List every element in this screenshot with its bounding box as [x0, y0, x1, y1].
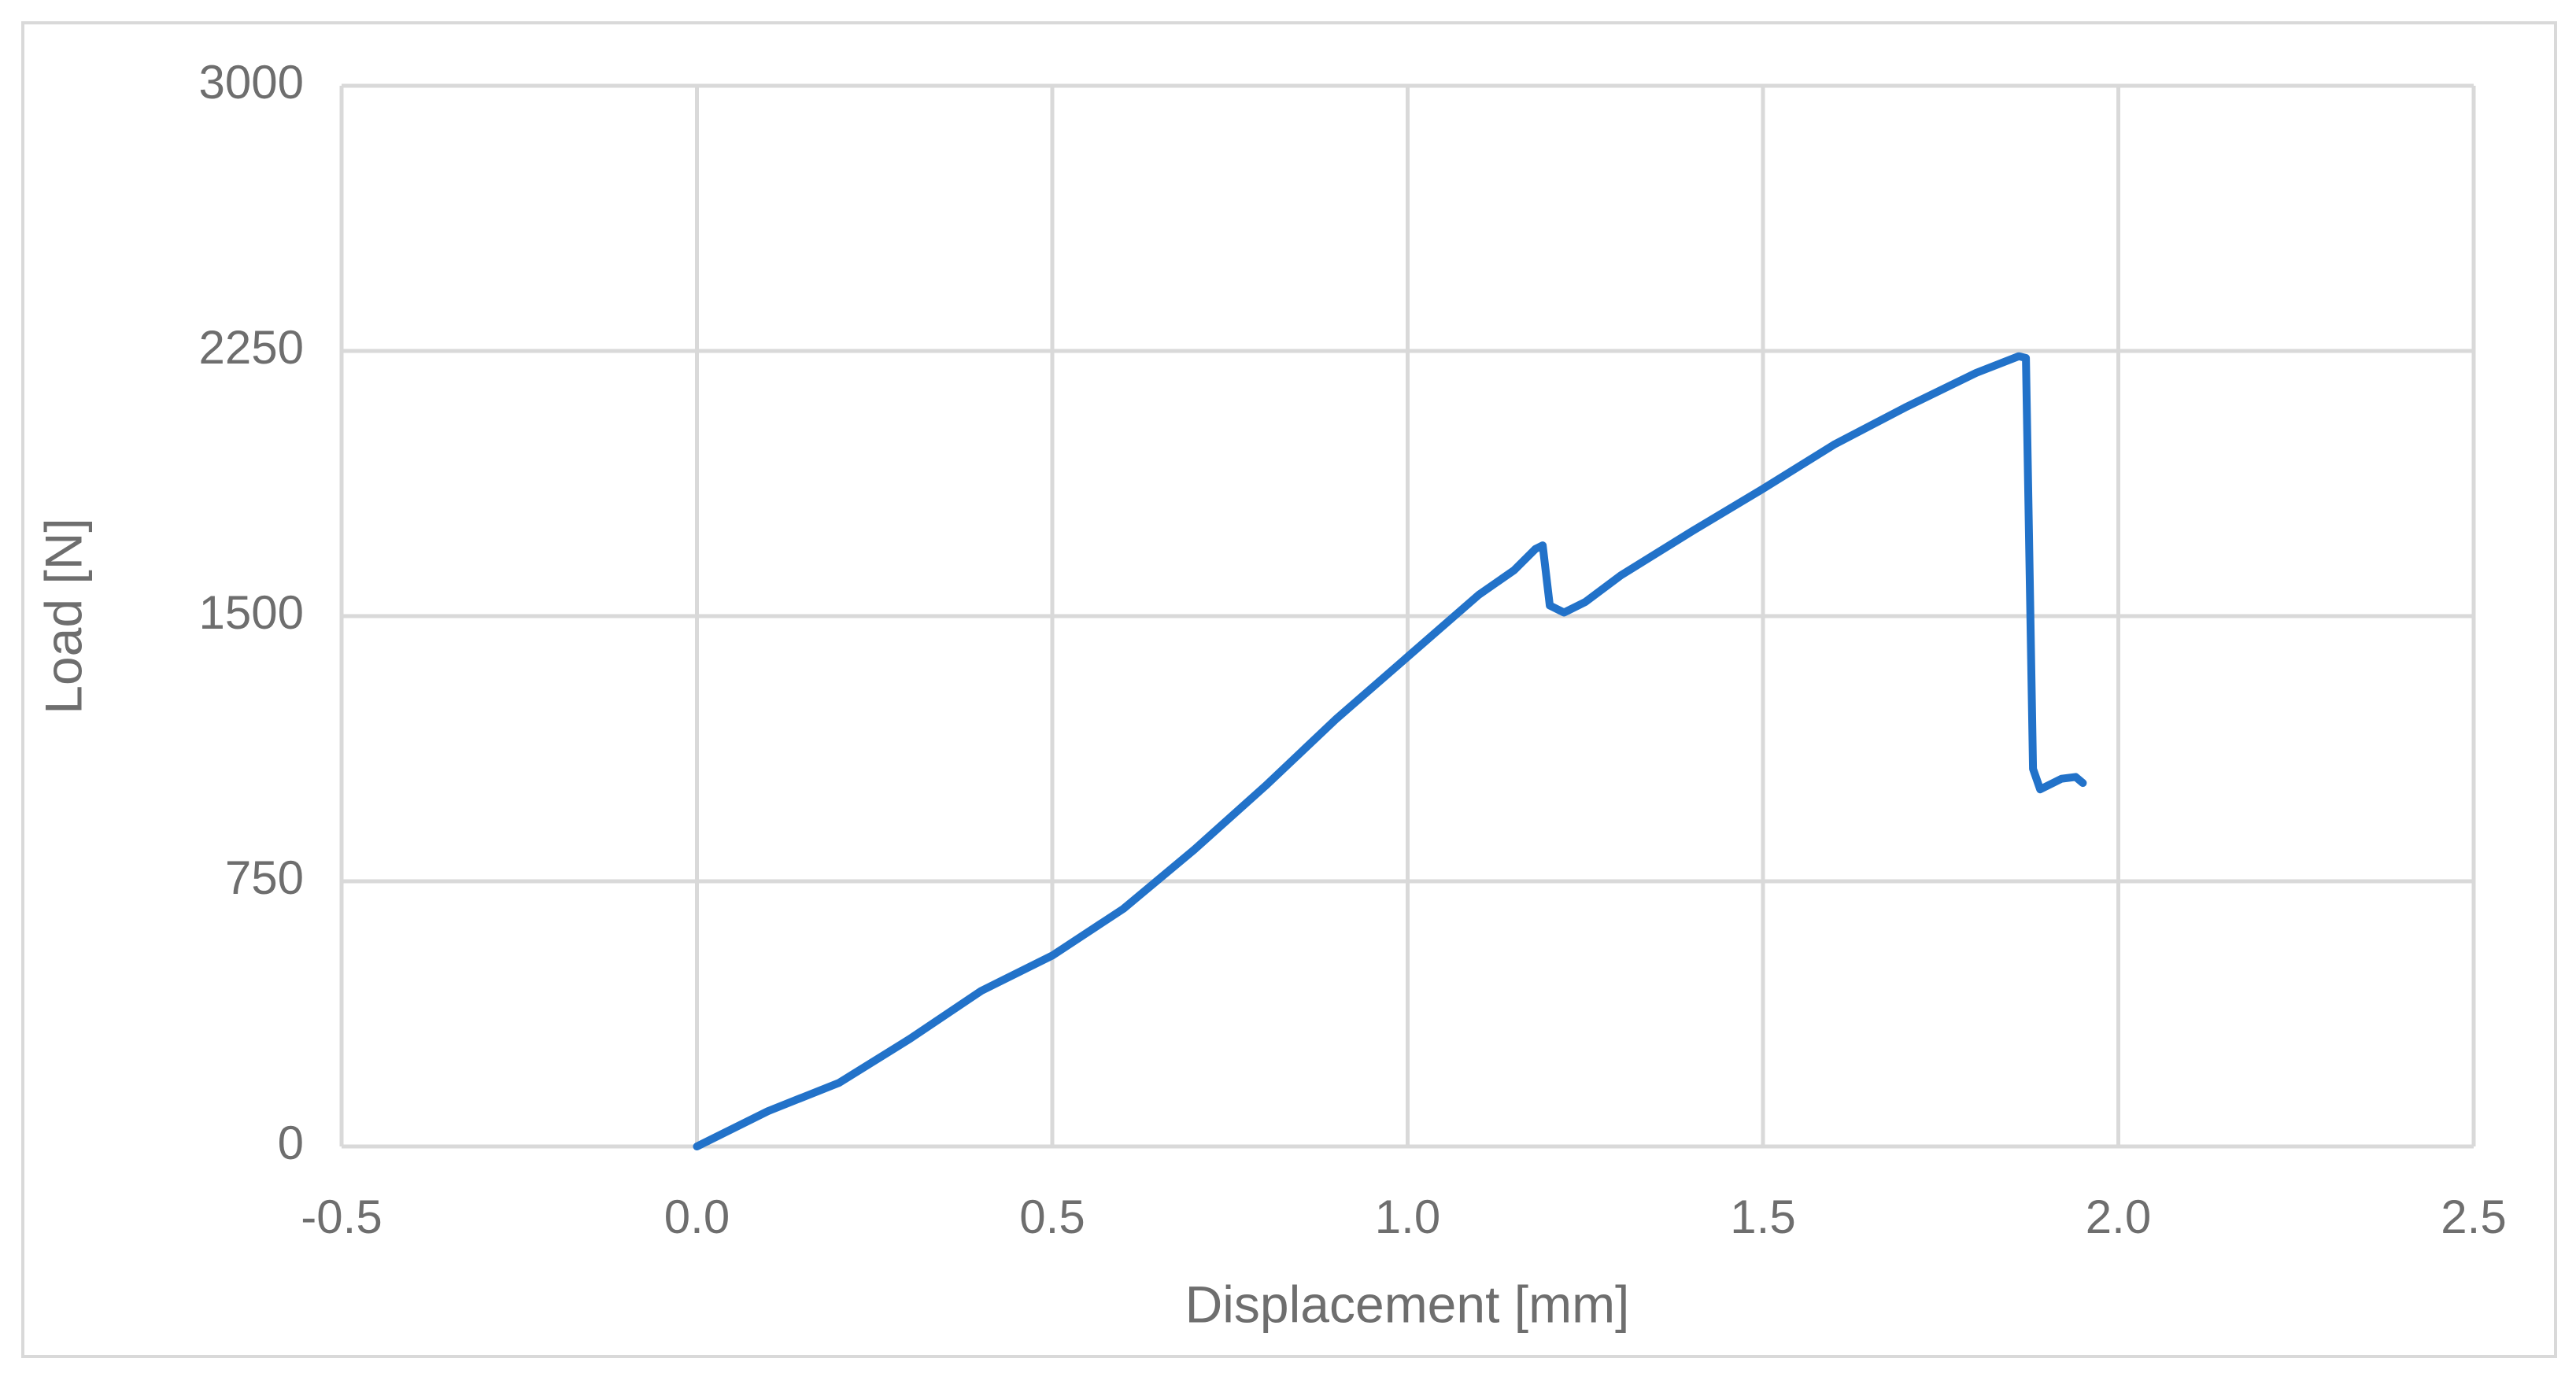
y-tick-label: 2250 — [199, 321, 304, 374]
x-tick-label: 2.5 — [2441, 1191, 2506, 1243]
x-tick-label: 1.5 — [1730, 1191, 1795, 1243]
y-tick-label: 3000 — [199, 56, 304, 109]
y-tick-label: 1500 — [199, 586, 304, 639]
y-tick-label: 0 — [278, 1117, 304, 1169]
x-tick-label: 0.0 — [664, 1191, 730, 1243]
y-tick-label: 750 — [225, 851, 304, 904]
y-axis-title: Load [N] — [34, 518, 92, 714]
x-tick-label: 0.5 — [1019, 1191, 1085, 1243]
data-line — [693, 352, 2087, 1150]
x-axis-title: Displacement [mm] — [1185, 1275, 1630, 1333]
chart-frame — [21, 21, 2557, 1358]
x-tick-label: 2.0 — [2086, 1191, 2151, 1243]
x-tick-label: 1.0 — [1375, 1191, 1440, 1243]
x-tick-label: -0.5 — [301, 1191, 382, 1243]
